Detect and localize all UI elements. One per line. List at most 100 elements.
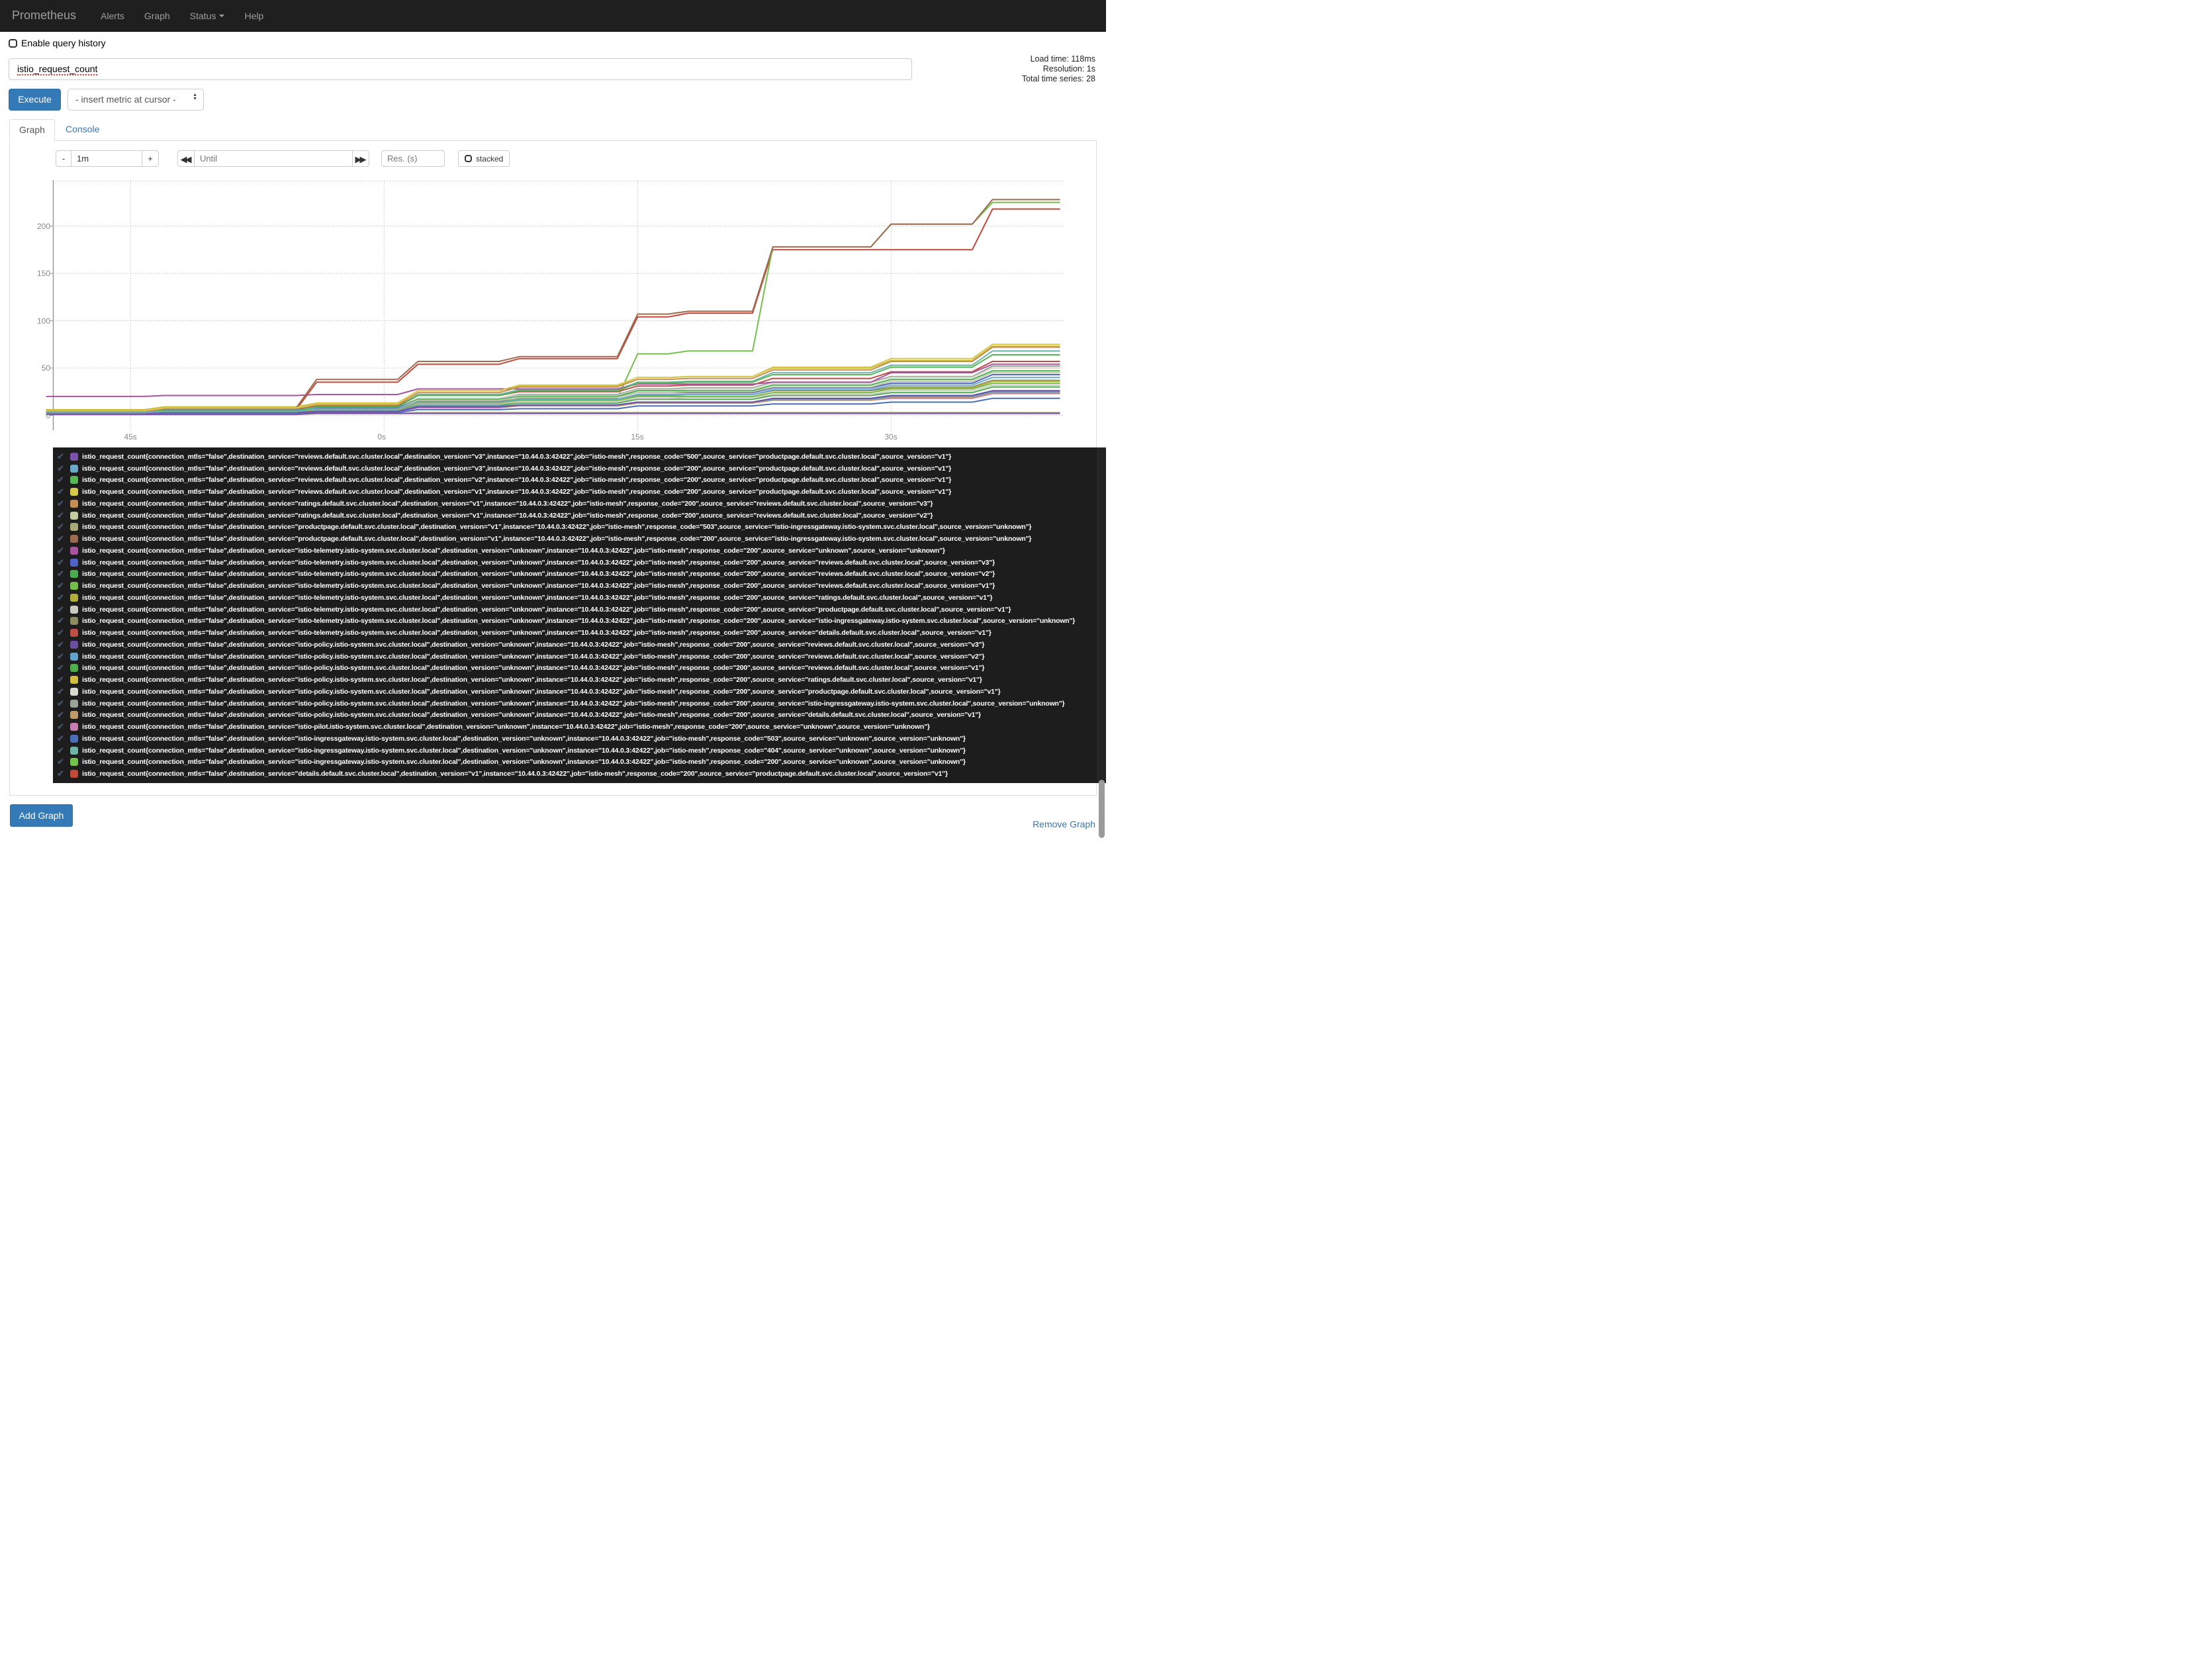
legend-row[interactable]: ✔ istio_request_count{connection_mtls="fa… — [57, 710, 1106, 722]
brand-prometheus[interactable]: Prometheus — [12, 9, 77, 22]
legend-row[interactable]: ✔ istio_request_count{connection_mtls="fa… — [57, 451, 1106, 463]
legend-row[interactable]: ✔ istio_request_count{connection_mtls="fa… — [57, 686, 1106, 698]
series-enabled-check-icon[interactable]: ✔ — [57, 498, 64, 508]
execute-button[interactable]: Execute — [9, 89, 61, 111]
tab-console[interactable]: Console — [66, 124, 100, 134]
series-enabled-check-icon[interactable]: ✔ — [57, 710, 64, 720]
series-color-swatch — [70, 746, 78, 755]
series-enabled-check-icon[interactable]: ✔ — [57, 463, 64, 473]
legend-row[interactable]: ✔ istio_request_count{connection_mtls="fa… — [57, 557, 1106, 569]
series-color-swatch — [70, 558, 78, 567]
series-enabled-check-icon[interactable]: ✔ — [57, 639, 64, 649]
nav-item-label: Alerts — [101, 10, 124, 21]
legend-row[interactable]: ✔ istio_request_count{connection_mtls="fa… — [57, 663, 1106, 675]
stacked-toggle[interactable]: stacked — [458, 150, 510, 167]
series-enabled-check-icon[interactable]: ✔ — [57, 557, 64, 567]
series-enabled-check-icon[interactable]: ✔ — [57, 769, 64, 779]
series-label: istio_request_count{connection_mtls="fal… — [82, 723, 930, 731]
series-legend: ✔ istio_request_count{connection_mtls="fa… — [53, 447, 1106, 783]
legend-row[interactable]: ✔ istio_request_count{connection_mtls="fa… — [57, 721, 1106, 733]
legend-row[interactable]: ✔ istio_request_count{connection_mtls="fa… — [57, 498, 1106, 510]
series-enabled-check-icon[interactable]: ✔ — [57, 545, 64, 555]
legend-row[interactable]: ✔ istio_request_count{connection_mtls="fa… — [57, 510, 1106, 522]
load-time: Load time: 118ms — [1030, 54, 1095, 64]
nav-item-status[interactable]: Status — [180, 11, 235, 21]
series-color-swatch — [70, 605, 78, 614]
series-label: istio_request_count{connection_mtls="fal… — [82, 758, 966, 767]
insert-metric-select[interactable]: - insert metric at cursor - ▲ ▼ — [68, 89, 204, 111]
series-enabled-check-icon[interactable]: ✔ — [57, 722, 64, 732]
legend-row[interactable]: ✔ istio_request_count{connection_mtls="fa… — [57, 745, 1106, 757]
legend-row[interactable]: ✔ istio_request_count{connection_mtls="fa… — [57, 475, 1106, 487]
series-enabled-check-icon[interactable]: ✔ — [57, 651, 64, 661]
query-expression-input[interactable]: istio_request_count — [9, 58, 912, 80]
series-enabled-check-icon[interactable]: ✔ — [57, 510, 64, 520]
series-enabled-check-icon[interactable]: ✔ — [57, 604, 64, 614]
series-enabled-check-icon[interactable]: ✔ — [57, 522, 64, 532]
series-enabled-check-icon[interactable]: ✔ — [57, 569, 64, 579]
enable-query-history-checkbox[interactable] — [9, 38, 17, 48]
legend-row[interactable]: ✔ istio_request_count{connection_mtls="fa… — [57, 733, 1106, 745]
legend-row[interactable]: ✔ istio_request_count{connection_mtls="fa… — [57, 757, 1106, 769]
range-decrease-button[interactable]: - — [56, 150, 71, 167]
nav-item-help[interactable]: Help — [234, 11, 273, 21]
add-graph-button[interactable]: Add Graph — [10, 804, 73, 827]
legend-row[interactable]: ✔ istio_request_count{connection_mtls="fa… — [57, 522, 1106, 534]
legend-row[interactable]: ✔ istio_request_count{connection_mtls="fa… — [57, 545, 1106, 557]
series-enabled-check-icon[interactable]: ✔ — [57, 663, 64, 673]
series-enabled-check-icon[interactable]: ✔ — [57, 686, 64, 696]
series-enabled-check-icon[interactable]: ✔ — [57, 487, 64, 497]
series-label: istio_request_count{connection_mtls="fal… — [82, 511, 933, 520]
nav-item-alerts[interactable]: Alerts — [91, 11, 134, 21]
series-enabled-check-icon[interactable]: ✔ — [57, 592, 64, 602]
series-color-swatch — [70, 617, 78, 626]
legend-row[interactable]: ✔ istio_request_count{connection_mtls="fa… — [57, 463, 1106, 475]
series-enabled-check-icon[interactable]: ✔ — [57, 616, 64, 626]
query-history-row: Enable query history — [9, 38, 106, 48]
legend-row[interactable]: ✔ istio_request_count{connection_mtls="fa… — [57, 639, 1106, 651]
range-increase-button[interactable]: + — [142, 150, 159, 167]
legend-row[interactable]: ✔ istio_request_count{connection_mtls="fa… — [57, 627, 1106, 639]
legend-row[interactable]: ✔ istio_request_count{connection_mtls="fa… — [57, 580, 1106, 592]
series-label: istio_request_count{connection_mtls="fal… — [82, 605, 1011, 614]
nav-item-graph[interactable]: Graph — [134, 11, 180, 21]
series-enabled-check-icon[interactable]: ✔ — [57, 534, 64, 544]
series-label: istio_request_count{connection_mtls="fal… — [82, 570, 995, 579]
series-enabled-check-icon[interactable]: ✔ — [57, 628, 64, 638]
legend-row[interactable]: ✔ istio_request_count{connection_mtls="fa… — [57, 616, 1106, 628]
series-enabled-check-icon[interactable]: ✔ — [57, 581, 64, 591]
series-enabled-check-icon[interactable]: ✔ — [57, 475, 64, 485]
series-enabled-check-icon[interactable]: ✔ — [57, 757, 64, 767]
until-input[interactable] — [195, 150, 352, 167]
tab-graph[interactable]: Graph — [9, 119, 55, 141]
remove-graph-link[interactable]: Remove Graph — [1033, 819, 1095, 829]
series-enabled-check-icon[interactable]: ✔ — [57, 745, 64, 755]
navbar: Prometheus Alerts Graph Status Help — [0, 0, 1106, 32]
legend-row[interactable]: ✔ istio_request_count{connection_mtls="fa… — [57, 486, 1106, 498]
scrollbar-thumb[interactable] — [1099, 780, 1105, 838]
series-color-swatch — [70, 464, 78, 473]
legend-row[interactable]: ✔ istio_request_count{connection_mtls="fa… — [57, 674, 1106, 686]
series-color-swatch — [70, 570, 78, 579]
legend-row[interactable]: ✔ istio_request_count{connection_mtls="fa… — [57, 651, 1106, 663]
legend-row[interactable]: ✔ istio_request_count{connection_mtls="fa… — [57, 533, 1106, 545]
stacked-checkbox[interactable] — [465, 155, 472, 162]
series-color-swatch — [70, 629, 78, 637]
legend-row[interactable]: ✔ istio_request_count{connection_mtls="fa… — [57, 768, 1106, 780]
series-label: istio_request_count{connection_mtls="fal… — [82, 711, 981, 720]
time-series-chart[interactable] — [46, 180, 1064, 430]
legend-row[interactable]: ✔ istio_request_count{connection_mtls="fa… — [57, 569, 1106, 581]
time-forward-icon[interactable]: ▶▶ — [352, 150, 369, 167]
range-input[interactable] — [71, 150, 142, 167]
resolution-input[interactable] — [381, 150, 445, 167]
legend-row[interactable]: ✔ istio_request_count{connection_mtls="fa… — [57, 698, 1106, 710]
legend-row[interactable]: ✔ istio_request_count{connection_mtls="fa… — [57, 604, 1106, 616]
time-back-icon[interactable]: ◀◀ — [177, 150, 195, 167]
resolution: Resolution: 1s — [1042, 64, 1095, 73]
series-enabled-check-icon[interactable]: ✔ — [57, 451, 64, 461]
legend-row[interactable]: ✔ istio_request_count{connection_mtls="fa… — [57, 592, 1106, 604]
series-enabled-check-icon[interactable]: ✔ — [57, 698, 64, 708]
series-enabled-check-icon[interactable]: ✔ — [57, 675, 64, 685]
series-line — [46, 208, 1060, 412]
series-enabled-check-icon[interactable]: ✔ — [57, 733, 64, 743]
